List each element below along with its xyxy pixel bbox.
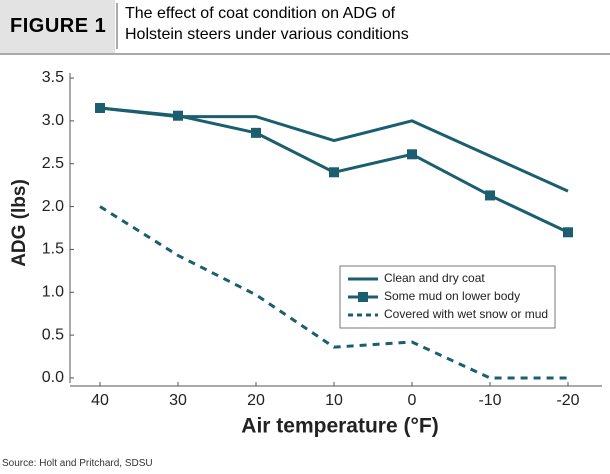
series-marker xyxy=(173,110,183,121)
series-marker xyxy=(329,167,339,178)
x-tick-label: 30 xyxy=(169,392,187,409)
figure-label: FIGURE 1 xyxy=(0,0,115,53)
x-tick-label: 10 xyxy=(325,392,343,409)
chart-title: The effect of coat condition on ADG of H… xyxy=(116,3,455,49)
series-line xyxy=(99,205,568,380)
y-axis-label: ADG (lbs) xyxy=(9,179,30,267)
x-tick-label: 20 xyxy=(247,392,265,409)
y-tick-label: 3.5 xyxy=(42,69,64,86)
x-tick-label: 0 xyxy=(408,392,417,409)
series-line xyxy=(99,106,569,193)
legend-marker xyxy=(358,292,368,302)
series-marker xyxy=(407,149,417,160)
y-tick-label: 0.0 xyxy=(42,369,64,386)
y-tick-label: 1.5 xyxy=(42,241,64,258)
y-tick-label: 2.0 xyxy=(42,198,64,215)
y-tick-label: 3.0 xyxy=(42,112,64,129)
series-marker xyxy=(485,190,495,201)
legend: Clean and dry coat Some mud on lower body… xyxy=(339,265,556,329)
header: FIGURE 1 The effect of coat condition on… xyxy=(0,0,610,55)
y-tick-label: 1.0 xyxy=(42,284,64,301)
legend-label: Some mud on lower body xyxy=(384,289,520,303)
x-tick-label: 40 xyxy=(91,392,109,409)
legend-label: Clean and dry coat xyxy=(384,271,485,285)
legend-label: Covered with wet snow or mud xyxy=(384,307,548,321)
y-tick-label: 0.5 xyxy=(42,326,64,343)
series-marker xyxy=(251,127,261,138)
chart: ADG (lbs) Air temperature (°F) 0.0 0.5 1.0… xyxy=(9,69,602,438)
x-tick-label: -10 xyxy=(478,392,501,409)
x-tick-label: -20 xyxy=(556,392,579,409)
series-marker xyxy=(95,103,105,113)
x-axis-label: Air temperature (°F) xyxy=(241,415,438,438)
source-note: Source: Holt and Pritchard, SDSU xyxy=(2,458,153,469)
legend-box xyxy=(339,265,556,329)
y-tick-label: 2.5 xyxy=(42,155,64,172)
series-marker xyxy=(563,227,573,238)
